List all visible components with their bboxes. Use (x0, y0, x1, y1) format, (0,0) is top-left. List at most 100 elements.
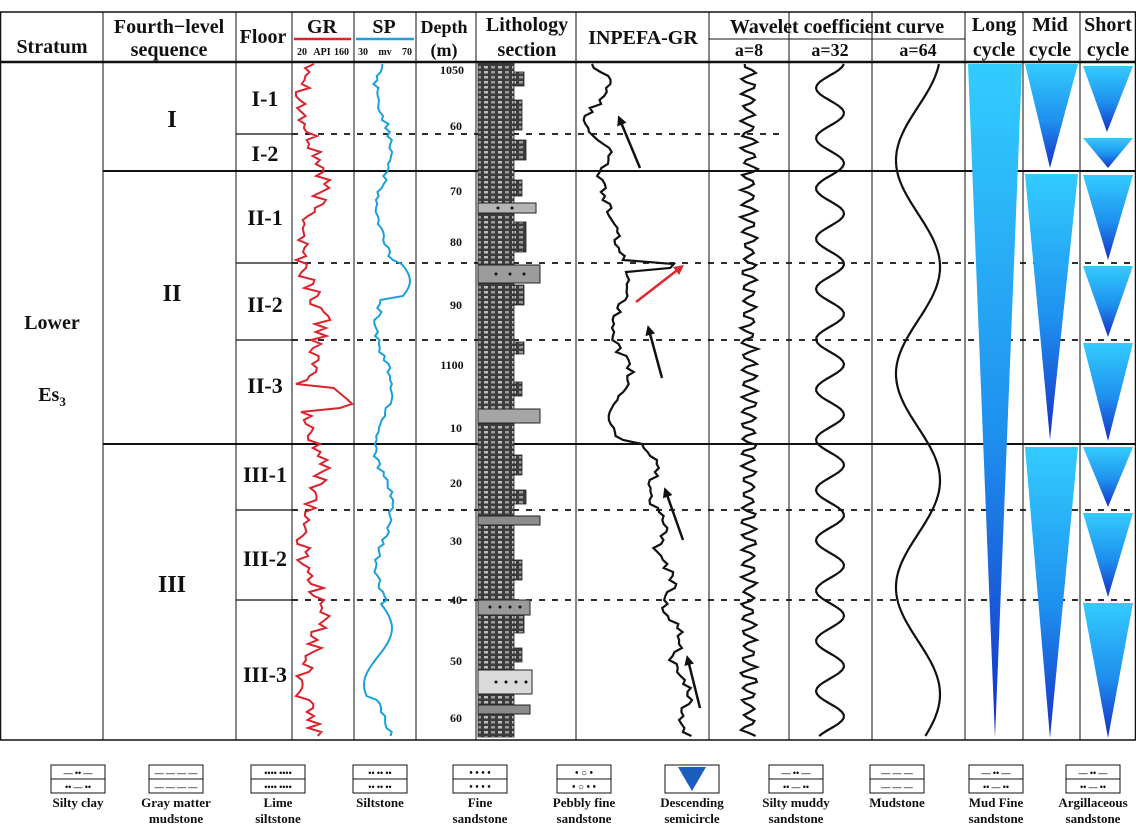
legend-label: sandstone (556, 811, 612, 826)
wavelet-a8-curve (737, 63, 762, 737)
floor-label: III-3 (243, 662, 287, 687)
depth-tick-label: 70 (450, 184, 462, 198)
sp-scale-max: 70 (402, 47, 412, 58)
mid-cycle-triangle-iii (1025, 447, 1078, 738)
legend-label: Mudstone (869, 795, 925, 810)
sequence-label-ii: II (163, 281, 182, 307)
trend-arrow (617, 115, 642, 169)
gr-scale-max: 160 (334, 47, 349, 58)
svg-text:— — —: — — — (880, 768, 914, 778)
svg-text:— •• —: — •• — (63, 768, 94, 778)
silty-clay-pattern-icon: — •• — •• — •• (50, 764, 106, 794)
legend-item: — •• — •• — •• Silty muddy sandstone (746, 748, 846, 826)
depth-tick-label: 60 (450, 119, 462, 133)
header-sp: SP (372, 16, 395, 38)
legend-item: — — — — — — Mudstone (847, 748, 947, 810)
short-cycle-triangle (1083, 266, 1133, 337)
legend-label: Silty clay (52, 795, 104, 810)
svg-text:•• •• ••: •• •• •• (368, 768, 391, 778)
trend-arrows (617, 115, 702, 709)
legend-label: Lime (263, 795, 293, 810)
trend-arrow-red (635, 264, 684, 303)
sp-scale-unit: mv (378, 47, 391, 58)
legend-item: •••• •••• •••• •••• Lime siltstone (228, 748, 328, 826)
pebbly-fine-sandstone-pattern-icon: • ○ • • ○ • • (556, 764, 612, 794)
trend-arrow (662, 487, 685, 541)
svg-text:•• — ••: •• — •• (1080, 782, 1106, 792)
header-mid-line2: cycle (1029, 39, 1071, 61)
short-cycle-triangle (1083, 603, 1133, 738)
legend-label: Siltstone (356, 795, 404, 810)
header-fourth-level-line2: sequence (131, 39, 208, 61)
legend-item: — — — — — — — — Gray matter mudstone (126, 748, 226, 826)
header-short-line2: cycle (1087, 39, 1129, 61)
legend-label: Mud Fine (968, 795, 1024, 810)
short-cycle-triangle (1083, 175, 1133, 260)
depth-tick-label: 50 (450, 654, 462, 668)
gr-scale-unit: API (313, 47, 330, 58)
legend-label: Silty muddy (762, 795, 830, 810)
floor-label: I-1 (252, 86, 279, 111)
sandstone-beds (477, 202, 541, 715)
header-wavelet-a64: a=64 (899, 40, 936, 60)
column-headers: Stratum Fourth−level sequence Floor GR 2… (16, 14, 1132, 61)
svg-text:•• — ••: •• — •• (783, 782, 809, 792)
svg-text:— •• —: — •• — (781, 768, 812, 778)
legend-item: — •• — •• — •• Silty clay (28, 748, 128, 810)
legend-label: Fine (467, 795, 493, 810)
header-wavelet-a8: a=8 (735, 40, 763, 60)
trend-arrow (684, 655, 702, 709)
stratum-code: Es3 (38, 384, 66, 409)
depth-tick-label: 90 (450, 298, 462, 312)
legend-label: sandstone (452, 811, 508, 826)
legend-label: sandstone (1065, 811, 1121, 826)
long-cycle-triangle (968, 64, 1022, 738)
sandstone-dots (488, 206, 528, 684)
legend-item: Descending semicircle (642, 748, 742, 826)
floor-labels: I-1 I-2 II-1 II-2 II-3 III-1 III-2 III-3 (243, 86, 287, 687)
svg-text:• • • •: • • • • (469, 782, 491, 793)
legend-label: mudstone (148, 811, 204, 826)
floor-label: III-1 (243, 462, 287, 487)
floor-label: III-2 (243, 546, 287, 571)
short-cycle-triangle (1083, 447, 1133, 507)
legend-item: • • • • • • • • Fine sandstone (430, 748, 530, 826)
legend-label: sandstone (768, 811, 824, 826)
gray-matter-mudstone-pattern-icon: — — — — — — — — (148, 764, 204, 794)
wavelet-a64-curve (894, 63, 942, 737)
header-long-line1: Long (972, 14, 1016, 36)
header-stratum: Stratum (16, 36, 87, 58)
legend-label: Descending (660, 795, 724, 810)
header-long-line2: cycle (973, 39, 1015, 61)
svg-text:• ○ •: • ○ • (575, 768, 594, 779)
header-wavelet: Wavelet coefficient curve (730, 16, 944, 38)
legend-item: — •• — •• — •• Argillaceous sandstone (1043, 748, 1136, 826)
short-cycle-triangle (1083, 66, 1133, 132)
header-depth-line1: Depth (420, 17, 467, 37)
legend-item: •• •• •• •• •• •• Siltstone (330, 748, 430, 810)
legend-item: • ○ • • ○ • • Pebbly fine sandstone (534, 748, 634, 826)
legend-label: semicircle (664, 811, 720, 826)
svg-text:— •• —: — •• — (1078, 768, 1109, 778)
lime-siltstone-pattern-icon: •••• •••• •••• •••• (250, 764, 306, 794)
mid-cycle-triangle-ii (1025, 174, 1078, 440)
floor-label: I-2 (252, 141, 279, 166)
depth-tick-label: 40 (450, 593, 462, 607)
legend-label: Pebbly fine (552, 795, 616, 810)
sequence-label-iii: III (158, 572, 186, 598)
depth-tick-label: 30 (450, 534, 462, 548)
header-wavelet-a32: a=32 (811, 40, 848, 60)
short-cycle (1083, 66, 1133, 738)
legend-label: Argillaceous (1058, 795, 1128, 810)
stratum-label: Lower Es3 (24, 312, 80, 409)
mid-cycle-triangle-i (1025, 64, 1078, 168)
svg-text:— — — —: — — — — (154, 768, 199, 778)
depth-tick-label: 1100 (440, 358, 463, 372)
silty-muddy-sandstone-pattern-icon: — •• — •• — •• (768, 764, 824, 794)
gr-scale-min: 20 (297, 47, 307, 58)
header-lithology-line2: section (498, 39, 557, 61)
header-fourth-level-line1: Fourth−level (114, 16, 225, 38)
legend-label: Gray matter (141, 795, 211, 810)
sp-scale-min: 30 (358, 47, 368, 58)
